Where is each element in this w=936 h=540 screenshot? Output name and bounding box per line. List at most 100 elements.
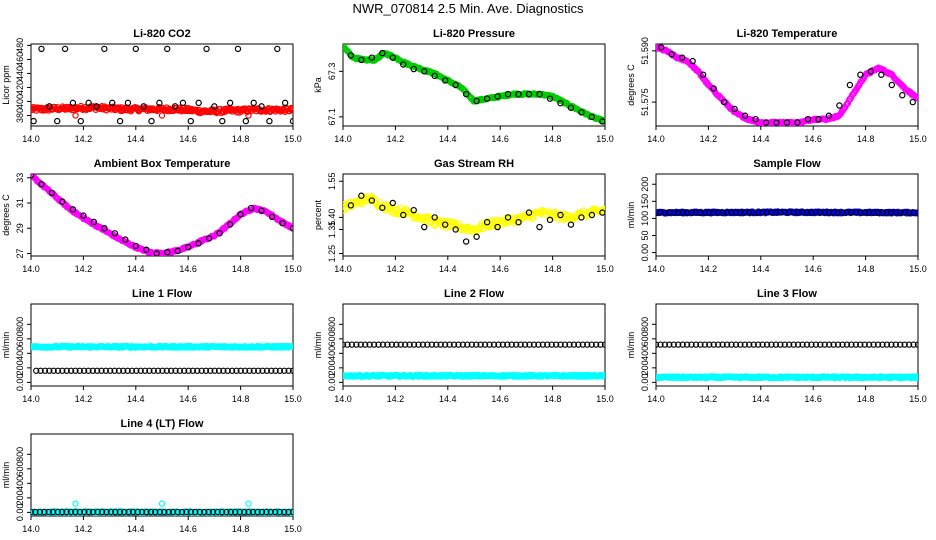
data-point (124, 367, 131, 374)
data-point (679, 341, 686, 348)
data-point (719, 341, 726, 348)
y-tick-label: 67.1 (327, 108, 337, 126)
data-point (45, 508, 52, 516)
data-point (121, 508, 128, 516)
data-point (54, 367, 62, 374)
data-point (441, 341, 449, 348)
x-tick-label: 14.8 (232, 524, 250, 534)
data-point (362, 341, 369, 348)
data-point (728, 341, 735, 348)
data-point (799, 209, 806, 216)
data-point (150, 367, 157, 374)
x-tick-label: 14.0 (647, 264, 665, 274)
data-point (153, 250, 160, 256)
data-point (839, 209, 846, 216)
data-point (237, 367, 244, 374)
data-point (879, 341, 886, 348)
data-point (154, 367, 162, 374)
x-tick-label: 14.4 (127, 524, 145, 534)
y-tick-label: 200 (327, 360, 337, 375)
data-point (888, 209, 895, 216)
data-point (164, 45, 171, 53)
data-point (69, 99, 77, 107)
y-axis-label: ml/min (1, 462, 11, 489)
y-tick-label: 400 (327, 346, 337, 361)
data-point (544, 341, 551, 348)
data-point (237, 211, 244, 218)
data-point (101, 225, 108, 232)
data-point (69, 206, 77, 213)
data-point (344, 341, 351, 348)
data-point (379, 341, 387, 348)
data-point (888, 341, 895, 348)
x-tick-label: 15.0 (284, 524, 302, 534)
data-point (37, 367, 44, 374)
data-point (494, 223, 501, 231)
x-tick-label: 14.0 (334, 264, 352, 274)
data-point (189, 367, 197, 374)
x-tick-label: 14.8 (857, 134, 875, 144)
data-point (817, 209, 824, 216)
data-point (132, 45, 139, 53)
data-point (54, 508, 61, 516)
data-point (897, 341, 904, 348)
data-point (161, 508, 168, 516)
data-point (772, 341, 780, 348)
x-tick-label: 14.6 (804, 394, 822, 404)
x-tick-label: 14.4 (752, 264, 770, 274)
x-tick-label: 14.0 (22, 394, 40, 404)
series-group (343, 192, 605, 245)
data-point (120, 367, 127, 374)
series-group (656, 44, 918, 126)
data-point (557, 100, 564, 107)
x-tick-label: 14.0 (334, 134, 352, 144)
data-point (762, 119, 770, 126)
data-point (76, 508, 83, 516)
data-point (910, 209, 917, 216)
data-point (138, 508, 146, 516)
data-point (31, 117, 37, 125)
x-tick-label: 14.6 (179, 134, 197, 144)
x-tick-label: 14.0 (22, 134, 40, 144)
data-point (220, 367, 227, 374)
data-point (72, 112, 79, 119)
data-point (656, 341, 660, 348)
chart-panel-4: Ambient Box Temperature degrees C 14.0 14.2… (1, 158, 302, 274)
data-point (46, 367, 53, 374)
data-point (513, 341, 520, 348)
data-point (368, 54, 376, 61)
data-point (276, 367, 284, 374)
data-point (525, 209, 533, 216)
data-point (546, 216, 554, 224)
data-point (515, 219, 522, 226)
y-tick-label: 0.00 (15, 504, 25, 522)
data-point (384, 341, 391, 348)
data-point (263, 508, 270, 516)
data-point (241, 367, 249, 374)
data-point (812, 209, 820, 216)
x-tick-label: 14.2 (700, 134, 718, 144)
y-axis-label: ml/min (626, 332, 636, 359)
data-point (913, 373, 918, 381)
data-point (36, 508, 44, 516)
plot-frame (342, 173, 606, 257)
data-point (504, 341, 511, 348)
data-point (763, 341, 771, 348)
x-tick-label: 15.0 (909, 394, 927, 404)
data-point (699, 71, 707, 78)
y-tick-label: 420 (15, 80, 25, 95)
data-point (122, 236, 129, 243)
y-tick-label: 1.40 (327, 209, 337, 227)
data-point (804, 115, 812, 123)
y-tick-label: 380 (15, 108, 25, 123)
data-point (93, 103, 100, 110)
data-point (357, 341, 364, 348)
data-point (156, 99, 163, 107)
data-point (773, 119, 780, 126)
data-point (274, 45, 281, 53)
data-point (476, 225, 483, 233)
data-point (201, 508, 208, 516)
data-point (141, 367, 149, 374)
data-point (289, 106, 293, 114)
data-point (528, 215, 536, 223)
